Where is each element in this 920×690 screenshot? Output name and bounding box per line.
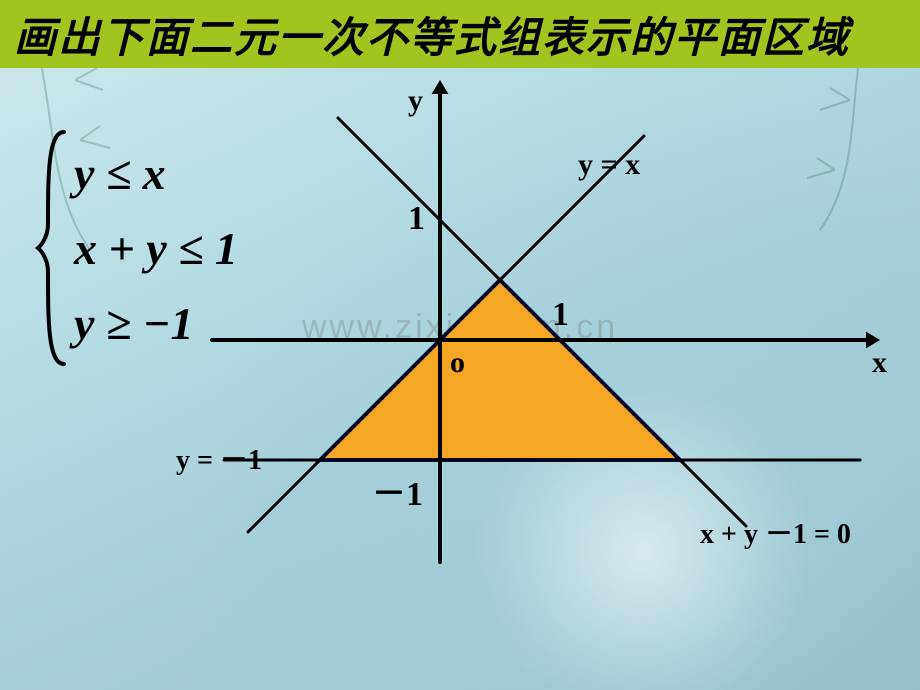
origin-label: o bbox=[450, 346, 465, 380]
plot-svg bbox=[160, 80, 920, 640]
x-axis-label: x bbox=[872, 346, 887, 380]
tick-x-1: 1 bbox=[552, 296, 569, 334]
title-band: 画出下面二元一次不等式组表示的平面区域 bbox=[0, 0, 920, 68]
line-label-y-eq-x: y = x bbox=[578, 148, 640, 182]
tick-y-1: 1 bbox=[408, 200, 425, 238]
brace-icon bbox=[34, 128, 68, 368]
coordinate-plot: y x o 1 1 －1 y = x y = －1 x + y －1 = 0 bbox=[160, 80, 920, 640]
y-axis-label: y bbox=[408, 84, 423, 118]
title-text: 画出下面二元一次不等式组表示的平面区域 bbox=[14, 4, 850, 65]
line-label-y-eq-m1: y = －1 bbox=[176, 438, 262, 478]
line-label-xpy: x + y －1 = 0 bbox=[700, 512, 851, 552]
tick-y-m1: －1 bbox=[372, 466, 423, 515]
